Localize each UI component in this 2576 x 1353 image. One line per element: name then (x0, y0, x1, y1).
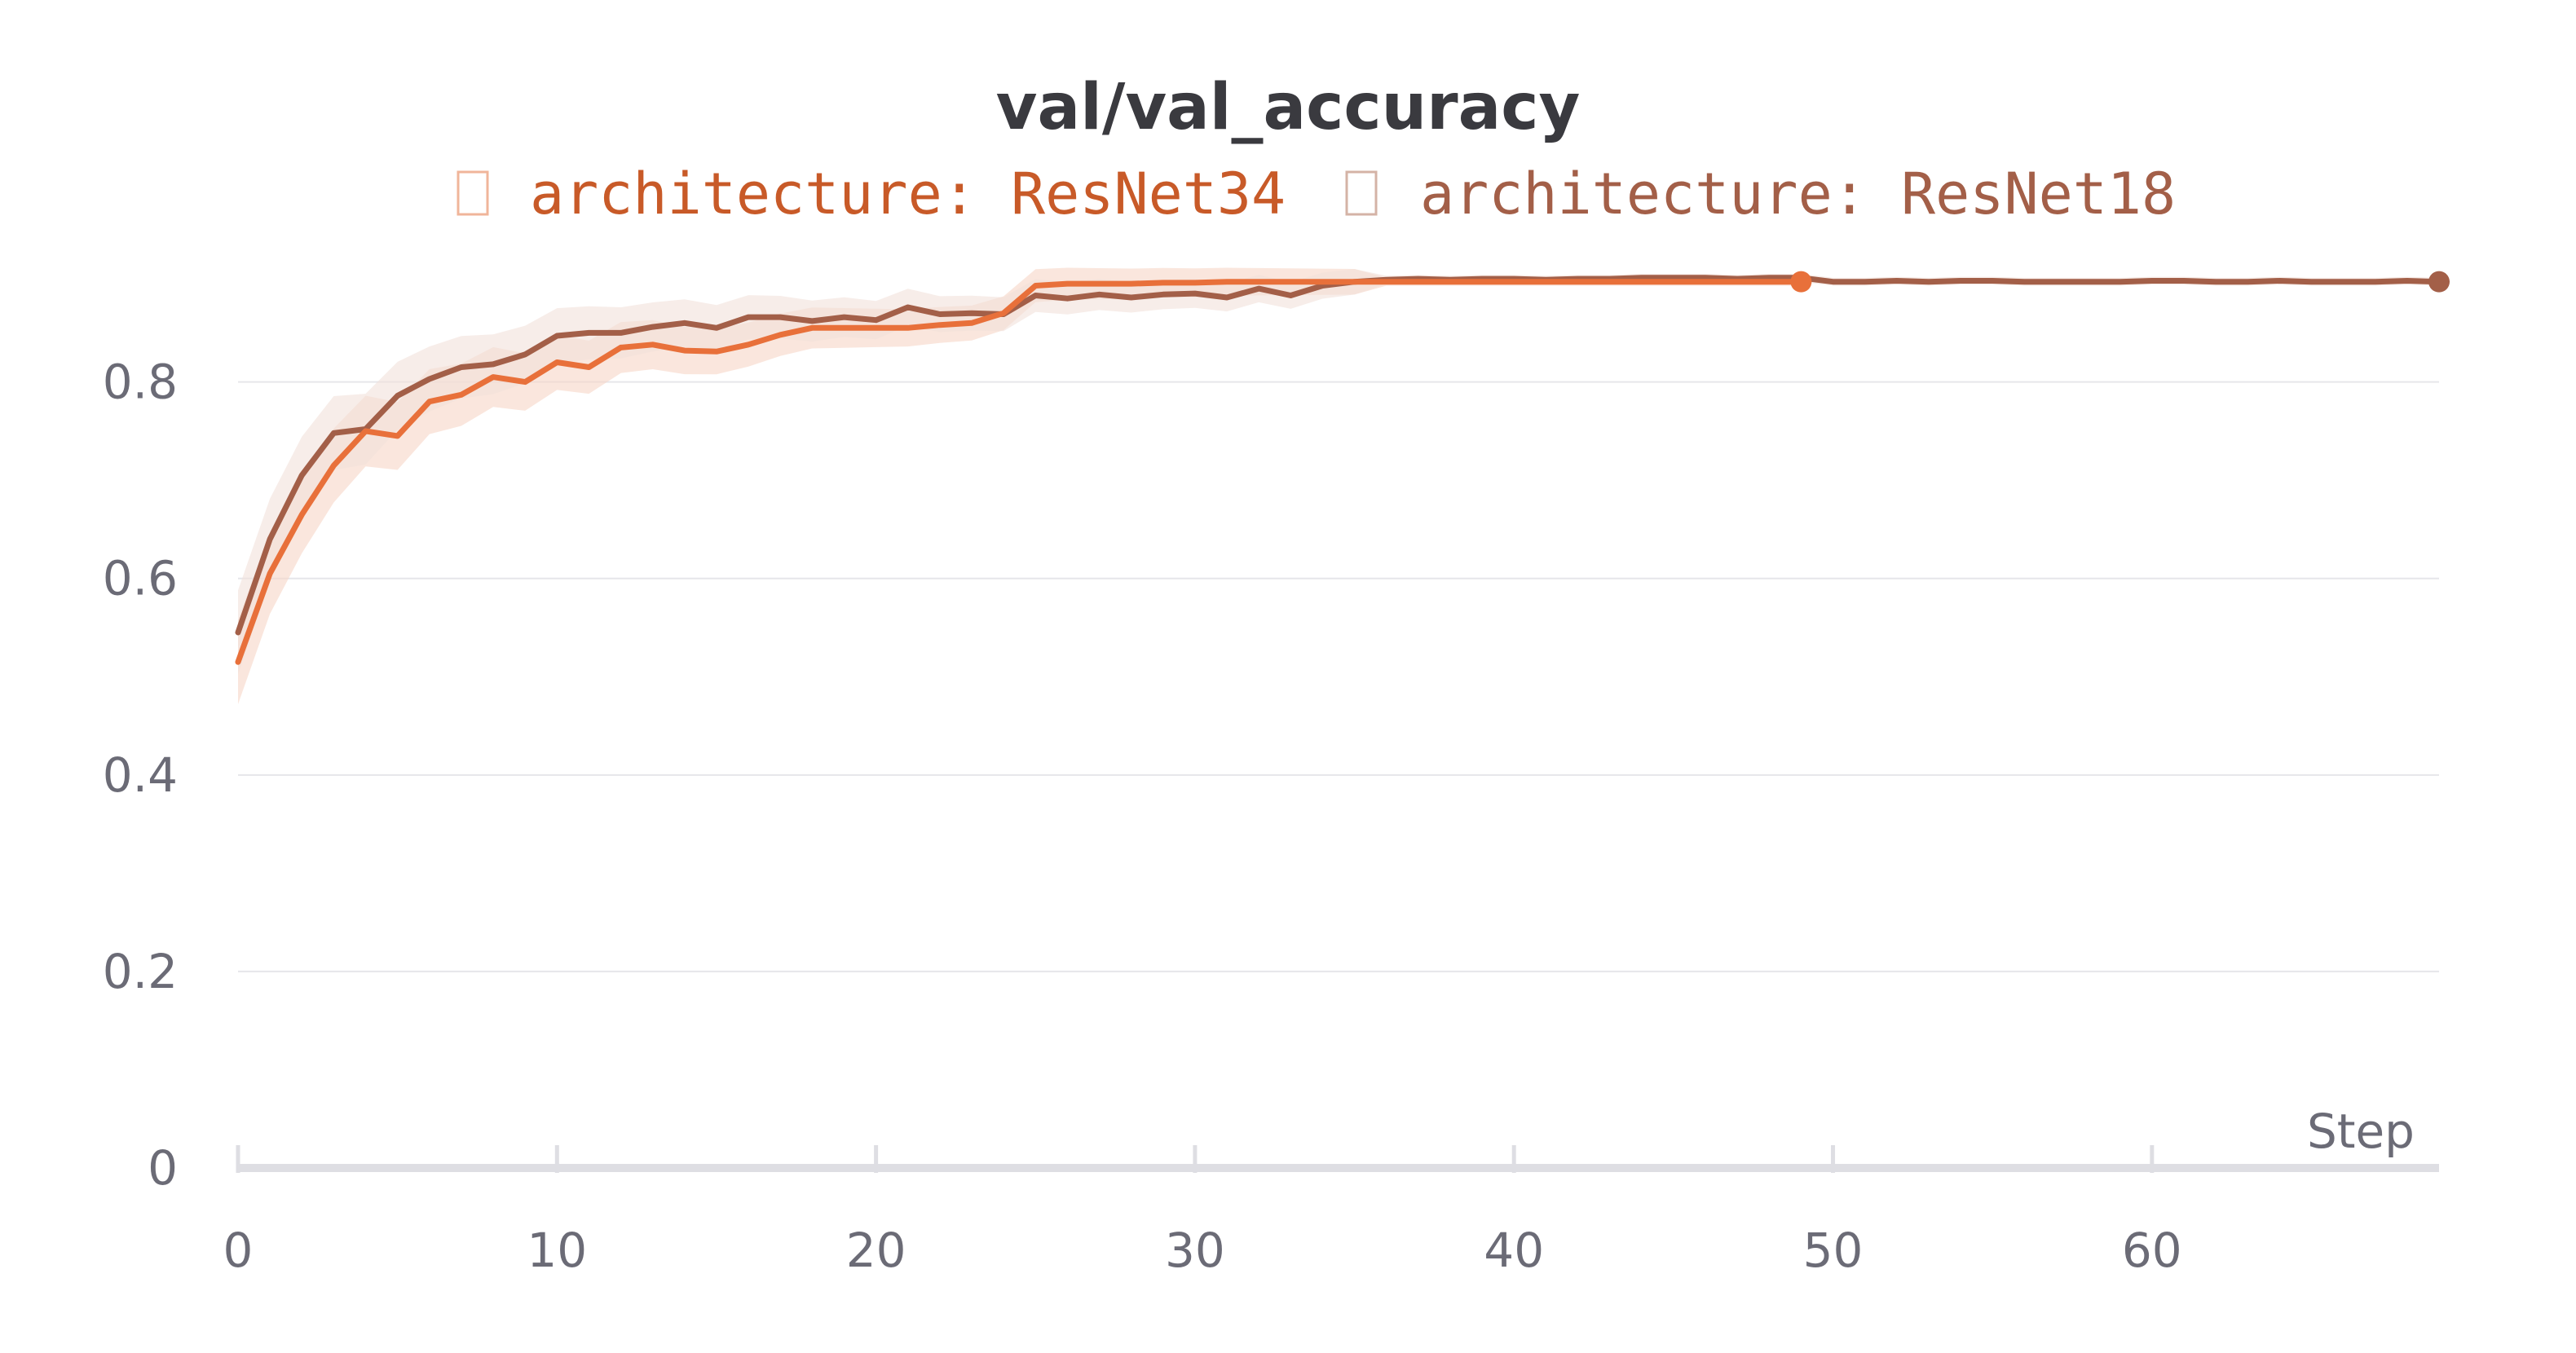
chart-title: val/val_accuracy (996, 71, 1581, 144)
grid-lines (238, 381, 2439, 972)
series-line-resnet34[interactable] (235, 279, 1804, 665)
legend-item-resnet18[interactable]: architecture: ResNet18 (1345, 161, 2176, 227)
legend-label-resnet34: architecture: ResNet34 (530, 161, 1286, 227)
y-tick-label: 0.4 (103, 747, 178, 803)
x-tick-label: 30 (1165, 1223, 1225, 1278)
legend-swatch-resnet18 (1345, 170, 1378, 216)
x-tick-label: 10 (527, 1223, 587, 1278)
x-tick-label: 40 (1484, 1223, 1544, 1278)
x-axis (236, 1145, 2439, 1173)
variance-band-resnet18 (238, 269, 2439, 675)
y-tick-label: 0.8 (103, 355, 178, 410)
y-tick-label: 0 (148, 1140, 178, 1196)
legend-swatch-resnet34 (457, 170, 489, 216)
end-marker-resnet18[interactable] (2428, 271, 2450, 293)
variance-band-resnet34 (238, 267, 1802, 704)
series-lines (235, 275, 2442, 665)
x-axis-title: Step (2307, 1104, 2415, 1159)
x-tick-label: 50 (1803, 1223, 1864, 1278)
x-axis-tick-labels: 0 10 20 30 40 50 60 (223, 1223, 2182, 1278)
y-axis-tick-labels: 0 0.2 0.4 0.6 0.8 (103, 355, 178, 1196)
end-marker-resnet34[interactable] (1790, 271, 1812, 293)
legend: architecture: ResNet34 architecture: Res… (457, 161, 2176, 227)
end-markers (1790, 271, 2450, 293)
x-tick-label: 20 (846, 1223, 906, 1278)
y-tick-label: 0.2 (103, 944, 178, 999)
legend-label-resnet18: architecture: ResNet18 (1420, 161, 2176, 227)
y-tick-label: 0.6 (103, 551, 178, 606)
x-tick-label: 60 (2122, 1223, 2182, 1278)
x-tick-label: 0 (223, 1223, 254, 1278)
legend-item-resnet34[interactable]: architecture: ResNet34 (457, 161, 1286, 227)
